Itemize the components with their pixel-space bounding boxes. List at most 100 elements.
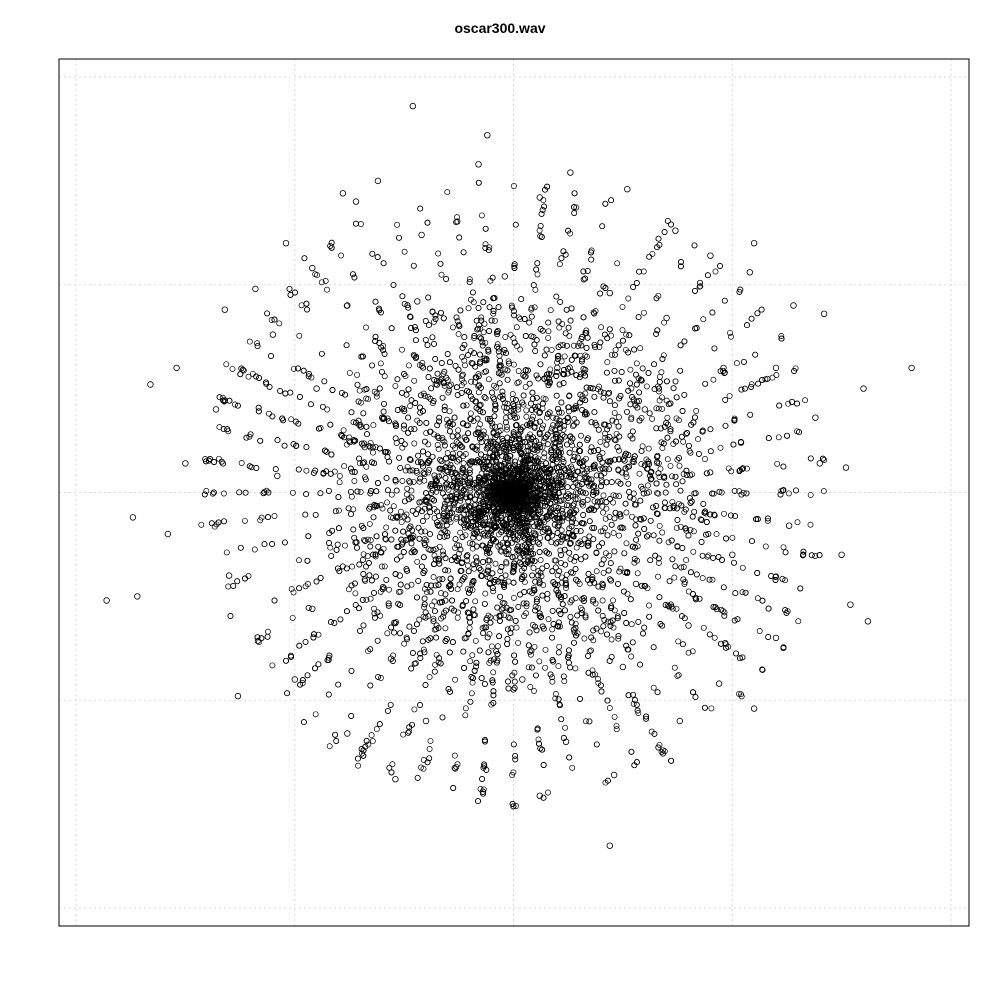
data-point	[523, 413, 530, 420]
data-point	[630, 700, 637, 707]
data-point	[593, 487, 600, 494]
data-point	[384, 499, 390, 506]
data-point	[341, 463, 348, 470]
data-point	[711, 512, 718, 519]
data-point	[795, 618, 802, 625]
data-point	[573, 520, 580, 527]
data-point	[463, 553, 470, 560]
data-point	[645, 445, 652, 452]
data-point	[289, 489, 296, 496]
data-point	[386, 586, 392, 593]
data-point	[460, 460, 467, 467]
data-point	[640, 268, 647, 275]
data-point	[471, 335, 478, 341]
data-point	[521, 613, 528, 619]
data-point	[557, 623, 564, 630]
data-point	[600, 492, 607, 499]
data-point	[709, 576, 716, 583]
data-point	[357, 221, 364, 227]
data-point	[782, 577, 789, 584]
data-point	[354, 371, 361, 378]
data-point	[303, 467, 310, 474]
data-point	[635, 710, 642, 716]
data-point	[462, 362, 468, 369]
data-point	[408, 581, 415, 588]
data-point	[522, 383, 529, 390]
data-point	[324, 286, 330, 293]
data-point	[556, 498, 563, 505]
data-point	[380, 545, 387, 552]
data-point	[661, 319, 668, 326]
data-point	[655, 559, 662, 566]
data-point	[603, 505, 610, 512]
data-point	[405, 362, 412, 369]
data-point	[559, 321, 566, 327]
data-point	[625, 295, 632, 302]
data-point	[229, 365, 236, 372]
data-point	[472, 637, 479, 644]
data-point	[727, 333, 734, 340]
data-point	[352, 590, 359, 597]
data-point	[558, 595, 564, 602]
data-point	[639, 443, 646, 450]
data-point	[364, 536, 371, 543]
data-point	[554, 359, 560, 366]
data-point	[610, 499, 617, 506]
data-point	[455, 440, 462, 447]
data-point	[345, 586, 352, 593]
data-point	[516, 314, 522, 321]
data-point	[488, 701, 495, 708]
data-point	[552, 475, 559, 482]
data-point	[558, 527, 565, 534]
data-point	[356, 460, 363, 467]
data-point	[367, 595, 374, 602]
data-point	[455, 609, 462, 616]
data-point	[462, 705, 469, 712]
data-point	[699, 575, 706, 582]
data-point	[490, 588, 497, 595]
data-point	[355, 762, 362, 769]
data-point	[599, 450, 606, 457]
data-point	[597, 528, 604, 535]
data-point	[673, 524, 680, 531]
data-point	[596, 344, 603, 350]
data-point	[488, 643, 495, 650]
data-point	[566, 408, 572, 415]
data-point	[649, 250, 656, 257]
data-point	[566, 332, 573, 339]
data-point	[573, 489, 580, 496]
data-point	[664, 602, 671, 609]
data-point	[501, 404, 508, 411]
data-point	[403, 511, 410, 518]
data-point	[426, 674, 433, 681]
data-point	[579, 610, 585, 617]
data-point	[425, 441, 432, 448]
data-point	[683, 557, 690, 564]
data-point	[536, 227, 543, 234]
data-point	[389, 761, 396, 768]
data-point	[664, 421, 671, 428]
data-point	[458, 382, 465, 389]
data-point	[509, 396, 516, 402]
data-point	[659, 405, 666, 412]
data-point	[425, 469, 432, 476]
data-point	[469, 652, 476, 659]
data-point	[537, 534, 544, 541]
data-point	[322, 278, 329, 284]
data-point	[664, 456, 671, 463]
data-point	[584, 353, 590, 360]
data-point	[774, 460, 781, 467]
data-point	[623, 509, 630, 516]
data-point	[441, 510, 448, 517]
data-point	[523, 407, 530, 414]
data-point	[778, 333, 785, 339]
data-point	[616, 447, 622, 454]
data-point	[395, 589, 402, 595]
data-point	[780, 487, 787, 493]
data-point	[449, 324, 456, 331]
data-point	[690, 548, 697, 555]
data-point	[485, 376, 492, 383]
data-point	[660, 352, 667, 359]
data-point	[474, 459, 480, 466]
data-point	[697, 516, 704, 523]
